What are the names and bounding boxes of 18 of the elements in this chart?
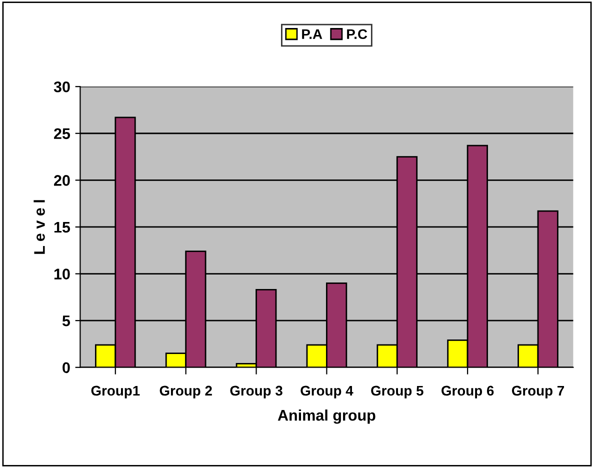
y-tick-label: 25 [54,128,70,140]
x-tick-label: Group 7 [512,386,564,398]
y-tick-label: 5 [62,316,70,326]
y-axis-title: L e v e l [34,200,45,254]
x-tick-label: Group 3 [230,386,282,398]
x-tick-label: Group1 [91,386,140,398]
y-tick-label: 30 [54,81,70,92]
x-tick-label: Group 6 [442,386,494,398]
y-tick-label: 15 [54,222,70,233]
x-tick-label: Group 4 [300,386,354,398]
legend-label: P.C [347,29,368,40]
x-tick-label: Group 2 [160,386,212,398]
y-tick-label: 10 [54,268,70,280]
legend-label: P.A [302,29,322,39]
y-tick-label: 20 [54,175,70,186]
y-tick-label: 0 [62,362,70,374]
x-axis-title: Animal group [278,409,376,424]
x-tick-label: Group 5 [371,386,424,398]
